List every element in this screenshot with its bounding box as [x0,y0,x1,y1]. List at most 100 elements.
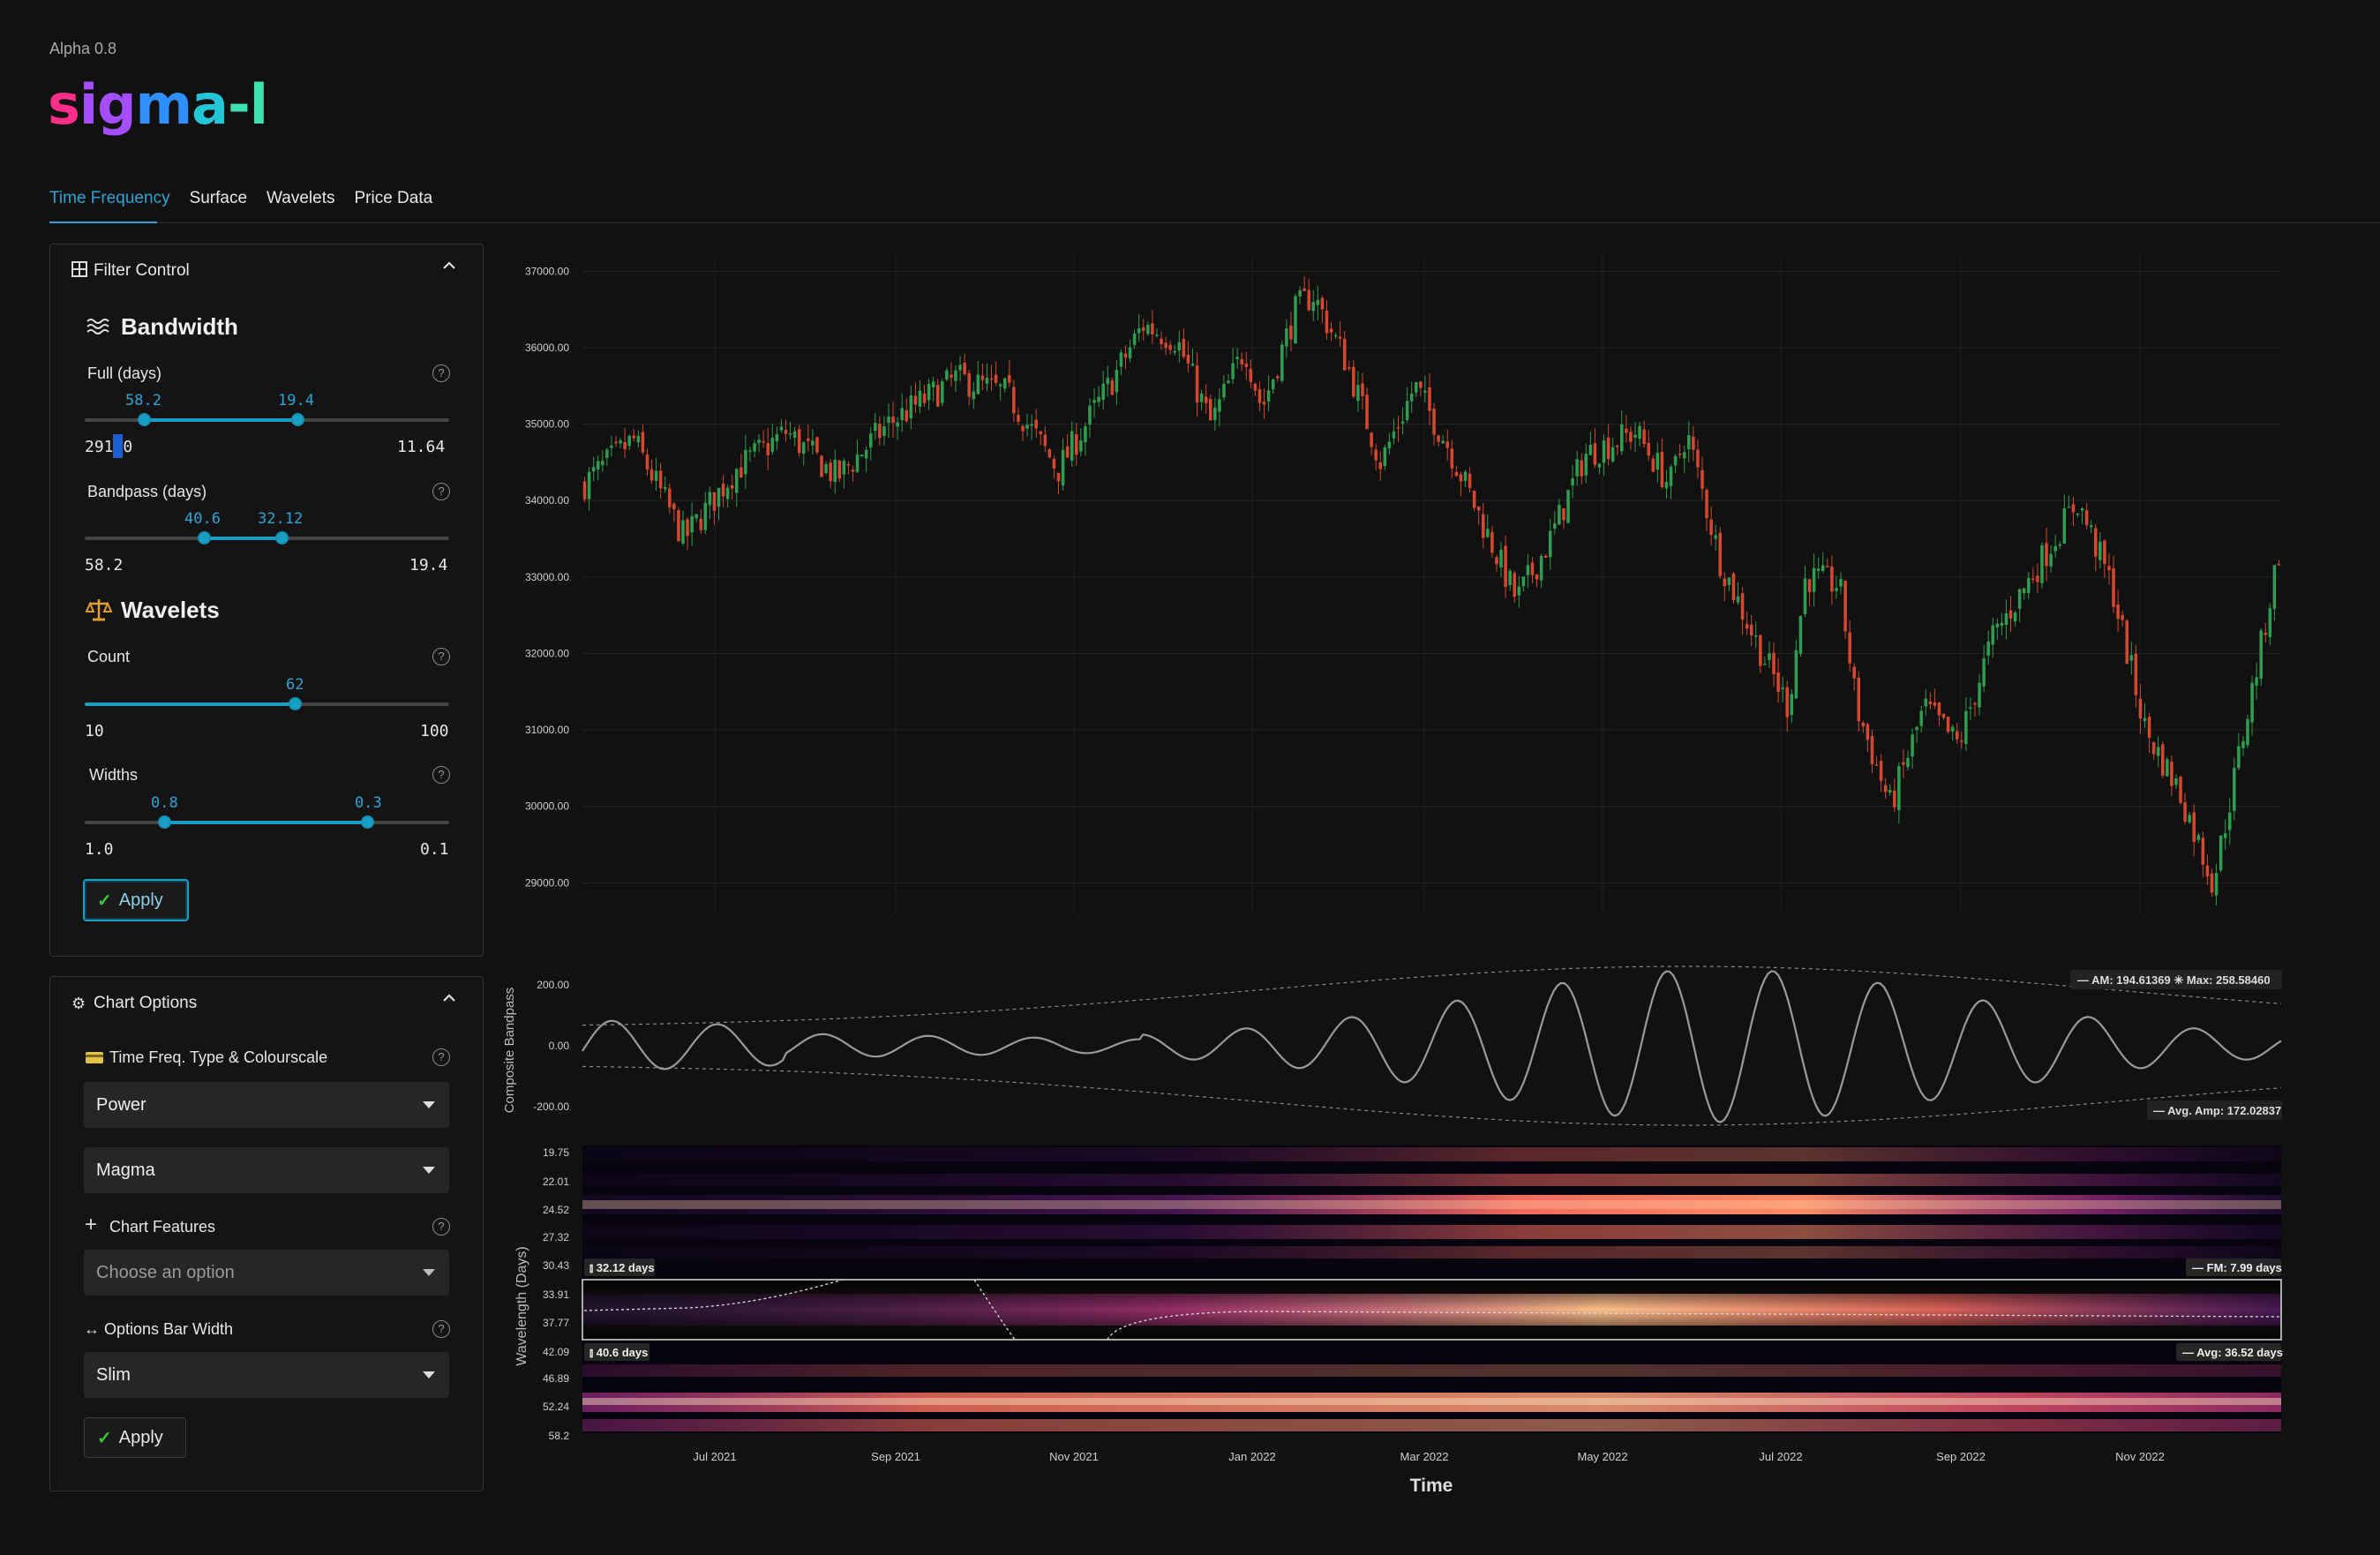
price-y-tick-label: 31000.00 [525,724,569,736]
chart-features-select[interactable]: Choose an option [84,1250,449,1296]
candle-body [874,423,877,432]
candle-body [2049,553,2053,567]
bandpass-max-value: 19.4 [409,556,448,575]
candle-body [1897,766,1901,810]
tab-surface[interactable]: Surface [189,189,248,207]
instantaneous-frequency-line [583,1279,844,1311]
bar-width-select[interactable]: Slim [84,1352,449,1398]
candle-body [645,454,649,470]
count-slider-range [85,702,295,706]
collapse-chevron-icon[interactable] [441,990,457,1011]
candle-body [2129,655,2134,661]
candle-body [1950,726,1955,732]
bandpass-slider-high-thumb[interactable] [275,531,289,545]
candlestick-series [582,276,2281,906]
candle-body [2170,761,2174,786]
help-icon[interactable]: ? [432,1218,450,1236]
candle-body [2183,802,2187,823]
candle-body [2160,744,2165,776]
candle-body [623,441,627,450]
wavelets-title: Wavelets [121,597,220,623]
candle-body [1253,383,1258,391]
tab-wavelets[interactable]: Wavelets [267,189,335,207]
candle-body [837,460,842,479]
candle-body [614,441,618,444]
apply-filter-button[interactable]: ✓ Apply [83,879,189,921]
candle-body [1481,514,1485,538]
bandpass-y-tick-label: 0.00 [549,1040,570,1052]
candle-body [1664,482,1669,489]
candle-body [1893,790,1896,808]
candle-body [2071,504,2076,513]
bandpass-slider-low-thumb[interactable] [198,531,211,545]
candle-body [1781,687,1784,689]
selected-band-frame[interactable] [582,1279,2282,1341]
full-low-value: 58.2 [125,392,161,409]
tab-time-frequency[interactable]: Time Frequency [49,189,170,207]
heatmap-band [582,1246,2281,1258]
candle-body [1584,454,1588,476]
colourscale-select[interactable]: Magma [84,1147,449,1193]
candle-body [954,370,957,381]
widths-slider-high-thumb[interactable] [361,815,374,829]
help-icon[interactable]: ? [432,364,450,382]
collapse-chevron-icon[interactable] [441,258,457,279]
time-frequency-chart[interactable]: 37000.00 36000.00 35000.00 34000.00 33000.00… [494,238,2380,1509]
full-slider-low-thumb[interactable] [138,413,151,426]
candle-body [1316,299,1320,305]
help-icon[interactable]: ? [432,1320,450,1338]
candle-body [1070,431,1074,461]
candle-body [1678,454,1682,455]
help-icon[interactable]: ? [432,483,450,500]
bandpass-high-value: 32.12 [258,510,304,528]
candle-body [2125,620,2129,665]
candle-body [1539,556,1543,581]
count-slider-thumb[interactable] [289,697,302,710]
candle-body [2223,833,2227,838]
app-logo: sigma-l [48,72,268,137]
widths-slider-range [165,821,368,824]
instantaneous-frequency-line [1107,1311,2282,1341]
candle-body [1222,383,1226,398]
full-slider-high-thumb[interactable] [291,413,304,426]
plus-icon: + [85,1213,98,1236]
help-icon[interactable]: ? [432,648,450,665]
candle-body [2250,682,2254,723]
candle-body [2013,612,2017,621]
candle-body [610,445,613,448]
tab-price-data[interactable]: Price Data [354,189,433,207]
candle-body [989,378,994,380]
candle-body [1132,333,1137,345]
candle-body [1275,376,1280,379]
candle-body [2237,746,2241,769]
candle-body [788,433,792,435]
candle-body [1606,437,1610,459]
candle-body [1088,405,1092,425]
candle-body [797,429,801,454]
time-x-tick-label: Sep 2021 [871,1450,920,1463]
candle-body [1348,367,1351,369]
widths-slider-low-thumb[interactable] [158,815,171,829]
apply-chart-options-button[interactable]: ✓ Apply [84,1417,186,1458]
help-icon[interactable]: ? [432,1048,450,1066]
candle-body [2000,622,2004,627]
candle-body [864,449,868,459]
lower-envelope [582,1065,2282,1126]
candle-body [2179,777,2182,803]
tf-type-select[interactable]: Power [84,1082,449,1128]
candle-body [1879,761,1883,781]
caret-down-icon [423,1101,435,1108]
candle-body [1736,596,1740,603]
candle-body [878,424,882,439]
candle-body [1374,449,1378,461]
help-icon[interactable]: ? [432,766,450,784]
candle-body [1101,383,1105,401]
candle-body [846,463,851,466]
candle-body [2143,717,2147,722]
candle-body [1017,415,1020,422]
candle-body [596,461,600,470]
candle-body [1052,458,1056,470]
heatmap-y-tick-label: 30.43 [543,1259,569,1272]
candle-body [1008,374,1011,383]
candle-body [1660,452,1664,488]
